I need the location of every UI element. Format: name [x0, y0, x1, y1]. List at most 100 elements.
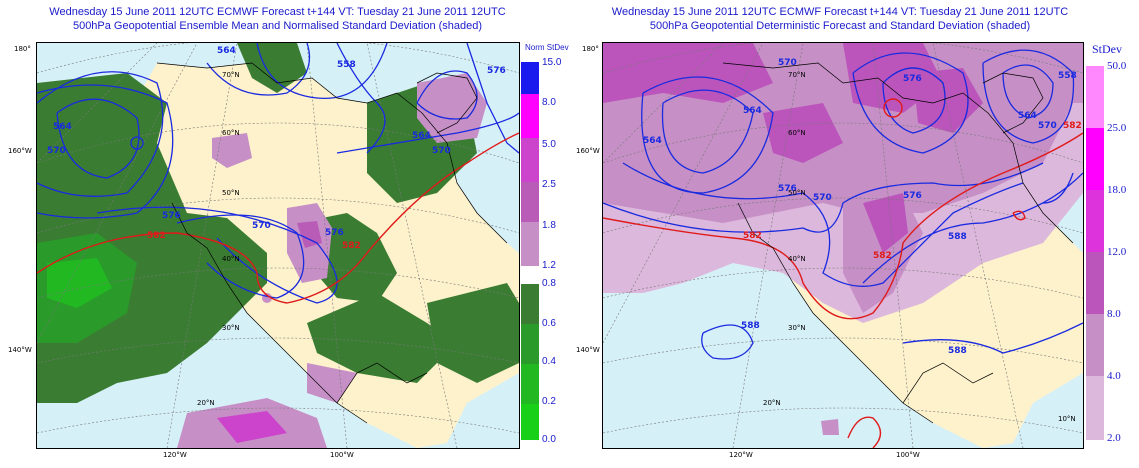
right-lat-label: 40°N	[788, 255, 806, 263]
right-colorbar-swatch	[1086, 252, 1104, 314]
right-colorbar-label: 50.0	[1107, 60, 1127, 72]
right-lat-label-group: 70°N 60°N 50°N 40°N 30°N 20°N 10°N	[763, 71, 1076, 423]
left-map-svg: 564 570 576 570 576 564 558 576 570 564 …	[37, 43, 519, 448]
left-green-light	[47, 258, 112, 308]
right-lat-label: 20°N	[763, 399, 781, 407]
left-green-arctic	[237, 43, 307, 93]
right-colorbar-swatch	[1086, 314, 1104, 376]
left-lon-label: 160°W	[8, 147, 32, 155]
right-colorbar-title: StDev	[1092, 42, 1122, 56]
left-lat-label: 50°N	[222, 189, 240, 197]
right-purple-dark-mid	[763, 103, 843, 163]
right-lat-label: 10°N	[1058, 415, 1076, 423]
left-colorbar-label: 0.4	[542, 356, 556, 367]
left-contour-label: 564	[217, 46, 236, 56]
left-lat-label: 20°N	[197, 399, 215, 407]
right-lon-label: 160°W	[576, 147, 600, 155]
left-colorbar-title: Norm StDev	[525, 43, 569, 52]
right-colorbar-swatch	[1086, 128, 1104, 190]
left-purple-hudson	[417, 73, 487, 143]
left-colorbar-swatch	[521, 404, 539, 440]
right-lat-label: 50°N	[788, 189, 806, 197]
left-purple-south-core	[217, 411, 287, 443]
right-colorbar-label: 8.0	[1107, 308, 1121, 320]
left-graticule	[37, 43, 519, 448]
right-contour-label: 576	[903, 74, 922, 84]
left-colorbar-swatch	[521, 222, 539, 266]
right-contour-label: 570	[813, 193, 832, 203]
left-coastline	[156, 62, 508, 424]
left-colorbar-label: 8.0	[542, 97, 556, 108]
right-colorbar-label: 4.0	[1107, 370, 1121, 382]
right-lon-label-bottom: 120°W	[729, 451, 753, 459]
left-contour-label-red: 582	[147, 231, 166, 241]
left-contour-label: 564	[412, 131, 431, 141]
right-contour-label: 564	[1018, 111, 1037, 121]
right-contour-label: 558	[1058, 71, 1077, 81]
left-colorbar-label: 0.0	[542, 434, 556, 445]
right-contour-label: 588	[948, 346, 967, 356]
right-contour-label-red: 582	[873, 251, 892, 261]
left-colorbar-label: 0.8	[542, 278, 556, 289]
right-contour-label: 588	[948, 232, 967, 242]
left-purple-canada	[212, 133, 252, 168]
right-purple-dark-nw	[603, 43, 773, 103]
right-contour-label: 576	[903, 191, 922, 201]
left-lon-label: 140°W	[8, 346, 32, 354]
left-map: 564 570 576 570 576 564 558 576 570 564 …	[36, 42, 520, 449]
right-lat-label: 70°N	[788, 71, 806, 79]
right-graticule	[603, 43, 1083, 448]
right-purple-ne	[1003, 43, 1083, 103]
left-contour-label: 570	[252, 221, 271, 231]
left-lon-label: 180°	[14, 45, 31, 53]
left-lat-label: 30°N	[222, 324, 240, 332]
left-colorbar-label: 2.5	[542, 179, 556, 190]
right-colorbar-label: 18.0	[1107, 184, 1127, 196]
left-colorbar-label: 0.2	[542, 396, 556, 407]
right-purple-small	[821, 419, 839, 435]
right-colorbar-swatch	[1086, 190, 1104, 252]
left-title-line1: Wednesday 15 June 2011 12UTC ECMWF Forec…	[49, 6, 506, 18]
left-colorbar-label: 0.6	[542, 318, 556, 329]
left-contour-label: 558	[337, 60, 356, 70]
left-contour-label: 576	[325, 228, 344, 238]
right-contour-label: 588	[741, 321, 760, 331]
right-blue-contours	[603, 49, 1083, 360]
left-colorbar-label: 15.0	[542, 57, 562, 68]
right-colorbar-label: 25.0	[1107, 122, 1127, 134]
left-contour-label-group: 564 570 576 570 576 564 558 576 570 564	[47, 46, 506, 238]
left-purple-core	[297, 221, 322, 248]
left-contour-label: 570	[47, 146, 66, 156]
right-contour-label: 570	[1038, 121, 1057, 131]
right-contour-label-group: 564 570 576 564 570 576 588 588 576 570 …	[643, 58, 1077, 356]
left-colorbar-swatch	[521, 62, 539, 94]
left-contour-label: 576	[162, 211, 181, 221]
right-contour-label: 576	[778, 184, 797, 194]
right-lat-label: 60°N	[788, 129, 806, 137]
left-colorbar-swatch	[521, 324, 539, 364]
right-red-contours	[603, 98, 1083, 448]
left-lat-label-group: 70°N 60°N 50°N 40°N 30°N 20°N	[197, 71, 240, 407]
right-colorbar-label: 12.0	[1107, 246, 1127, 258]
right-colorbar-swatch	[1086, 376, 1104, 440]
left-colorbar-label: 1.2	[542, 260, 556, 271]
right-colorbar-label: 2.0	[1107, 432, 1121, 444]
left-colorbar-label: 1.8	[542, 220, 556, 231]
left-lat-label: 70°N	[222, 71, 240, 79]
right-lon-label: 180°	[582, 45, 599, 53]
right-coastline	[722, 62, 1074, 424]
left-contour-label: 570	[432, 146, 451, 156]
left-lat-label: 60°N	[222, 129, 240, 137]
right-lat-label: 30°N	[788, 324, 806, 332]
left-colorbar-swatch	[521, 182, 539, 222]
left-green-south	[307, 293, 457, 383]
left-lon-label-bottom: 100°W	[330, 451, 354, 459]
right-contour-label: 564	[643, 136, 662, 146]
left-lat-label: 40°N	[222, 255, 240, 263]
right-contour-label: 570	[778, 58, 797, 68]
left-colorbar-swatch	[521, 94, 539, 138]
right-red-ring	[883, 98, 903, 118]
right-title-line2: 500hPa Geopotential Deterministic Foreca…	[649, 20, 1031, 32]
left-contour-label: 564	[53, 122, 72, 132]
right-contour-label: 564	[743, 106, 762, 116]
